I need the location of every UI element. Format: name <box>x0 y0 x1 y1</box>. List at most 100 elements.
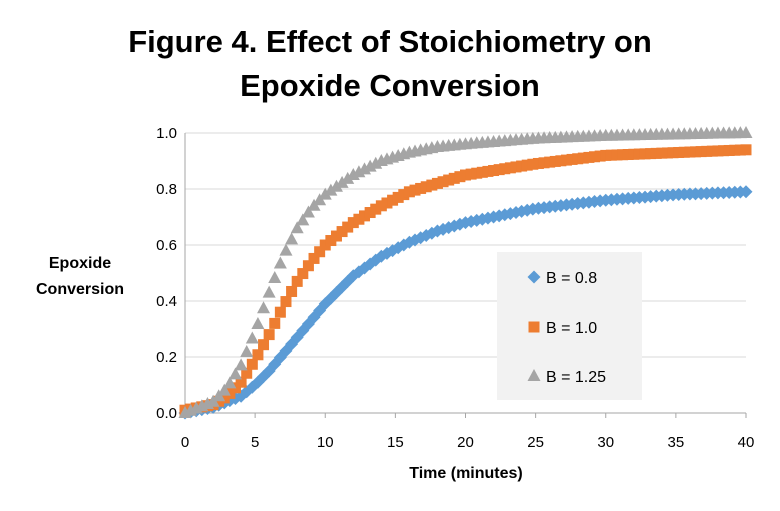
x-tick-label: 25 <box>527 434 544 451</box>
data-point <box>499 163 511 175</box>
data-point <box>274 306 286 318</box>
data-point <box>285 232 299 245</box>
data-point <box>566 153 578 165</box>
data-point <box>712 145 724 157</box>
data-point <box>723 144 735 156</box>
data-point <box>521 159 533 171</box>
y-tick-label: 0.6 <box>156 237 177 254</box>
data-point <box>739 126 753 138</box>
series-markers <box>178 126 753 420</box>
x-tick-label: 35 <box>668 434 685 451</box>
data-point <box>650 147 662 159</box>
data-point <box>218 392 230 404</box>
data-point <box>286 285 298 297</box>
data-point <box>335 175 349 188</box>
y-tick-label: 0.4 <box>156 293 177 310</box>
data-point <box>645 148 657 160</box>
data-point <box>667 147 679 159</box>
y-tick-labels: 0.0 0.2 0.4 0.6 0.8 1.0 <box>156 125 177 422</box>
data-point <box>448 172 460 184</box>
data-point <box>678 146 690 158</box>
data-point <box>235 376 247 388</box>
data-point <box>387 194 399 206</box>
data-point <box>661 147 673 159</box>
data-point <box>297 268 309 280</box>
data-point <box>279 243 293 256</box>
data-point <box>729 144 741 156</box>
data-point <box>431 177 443 189</box>
data-point <box>246 358 258 370</box>
x-tick-label: 30 <box>597 434 614 451</box>
series-2 <box>179 144 752 416</box>
data-point <box>622 149 634 161</box>
data-point <box>426 179 438 191</box>
data-point <box>628 148 640 160</box>
data-point <box>594 150 606 162</box>
data-point <box>245 331 259 344</box>
data-point <box>375 200 387 212</box>
data-point <box>549 155 561 167</box>
data-point <box>341 171 355 184</box>
data-point <box>359 210 371 222</box>
data-point <box>471 167 483 179</box>
chart-title-line-2: Epoxide Conversion <box>240 68 540 103</box>
legend-marker-3 <box>527 369 541 381</box>
data-point <box>690 146 702 158</box>
y-axis-title-line-2: Conversion <box>36 281 124 298</box>
data-point <box>409 184 421 196</box>
data-point <box>589 151 601 163</box>
legend-label-1: B = 0.8 <box>546 270 597 287</box>
data-point <box>353 213 365 225</box>
data-point <box>268 271 282 284</box>
data-point <box>290 221 304 234</box>
y-tick-label: 1.0 <box>156 125 177 142</box>
data-point <box>302 260 314 272</box>
data-point <box>617 149 629 161</box>
data-point <box>308 252 320 264</box>
x-tick-label: 40 <box>738 434 755 451</box>
data-point <box>296 213 310 226</box>
x-tick-label: 10 <box>317 434 334 451</box>
data-point <box>583 151 595 163</box>
data-point <box>739 185 753 199</box>
axes <box>184 133 747 418</box>
data-point <box>633 148 645 160</box>
data-point <box>527 158 539 170</box>
data-point <box>403 186 415 198</box>
series-1 <box>178 185 753 420</box>
data-point <box>504 162 516 174</box>
data-point <box>639 148 651 160</box>
data-point <box>223 376 237 389</box>
data-point <box>330 230 342 242</box>
legend-marker-1 <box>527 270 541 284</box>
data-point <box>280 296 292 308</box>
data-point <box>437 176 449 188</box>
data-point <box>465 168 477 180</box>
data-point <box>516 160 528 172</box>
x-axis-title: Time (minutes) <box>409 465 523 482</box>
data-point <box>454 171 466 183</box>
data-point <box>510 161 522 173</box>
x-tick-label: 0 <box>181 434 189 451</box>
data-point <box>234 358 248 371</box>
data-point <box>532 157 544 169</box>
data-point <box>241 367 253 379</box>
legend-label-3: B = 1.25 <box>546 369 606 386</box>
data-point <box>415 182 427 194</box>
data-point <box>224 387 236 399</box>
data-point <box>611 149 623 161</box>
data-point <box>443 174 455 186</box>
data-point <box>347 217 359 229</box>
data-point <box>273 256 287 269</box>
series-3 <box>178 126 753 418</box>
data-point <box>301 205 315 218</box>
y-tick-label: 0.8 <box>156 181 177 198</box>
data-point <box>701 145 713 157</box>
data-point <box>706 145 718 157</box>
data-point <box>392 191 404 203</box>
data-point <box>684 146 696 158</box>
data-point <box>251 316 265 329</box>
legend-label-2: B = 1.0 <box>546 320 597 337</box>
data-point <box>217 383 231 396</box>
